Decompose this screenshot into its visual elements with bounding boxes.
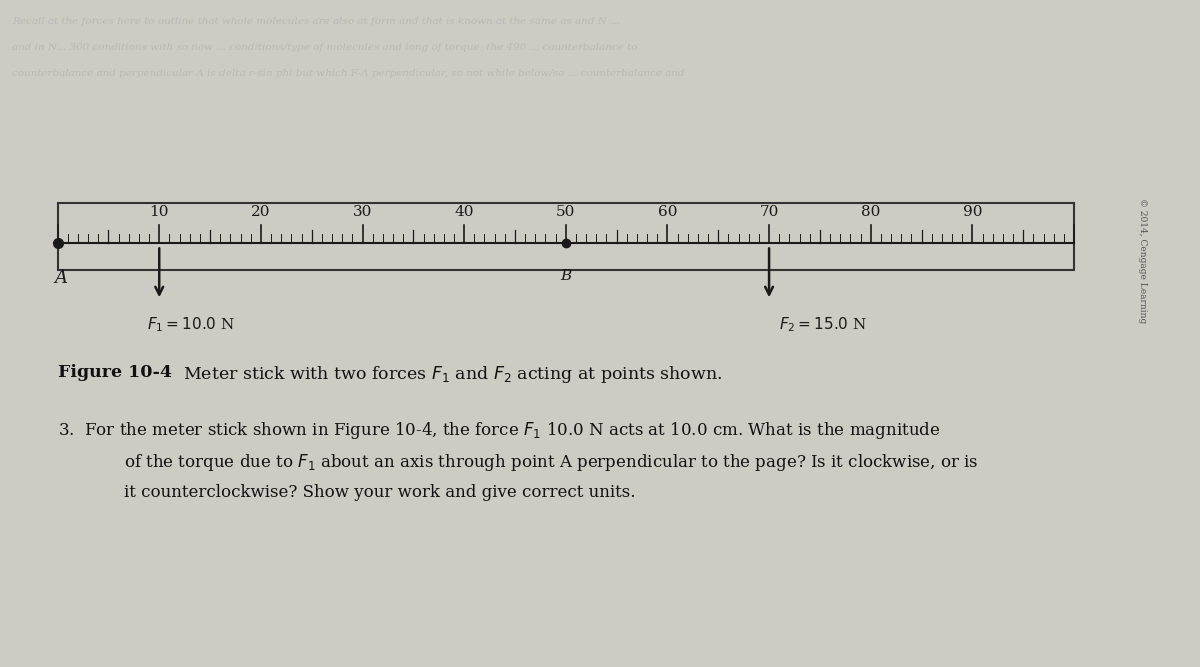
Text: Meter stick with two forces $F_1$ and $F_2$ acting at points shown.: Meter stick with two forces $F_1$ and $F… [172,364,722,384]
Bar [58,203,1074,270]
Text: © 2014, Cengage Learning: © 2014, Cengage Learning [1138,197,1147,323]
Text: $F_2 = 15.0$ N: $F_2 = 15.0$ N [779,315,866,334]
Text: Recall at the forces here to outline that whole molecules are also at form and t: Recall at the forces here to outline tha… [12,17,619,25]
Text: 20: 20 [251,205,271,219]
Text: 90: 90 [962,205,982,219]
Text: 70: 70 [760,205,779,219]
Text: 30: 30 [353,205,372,219]
Text: counterbalance and perpendicular A is delta r-sin phi but which F-A perpendicula: counterbalance and perpendicular A is de… [12,69,684,77]
Text: 10: 10 [150,205,169,219]
Text: $F_1 = 10.0$ N: $F_1 = 10.0$ N [148,315,235,334]
Text: Figure 10-4: Figure 10-4 [58,364,172,380]
Text: B: B [560,269,571,283]
Text: of the torque due to $F_1$ about an axis through point A perpendicular to the pa: of the torque due to $F_1$ about an axis… [124,452,978,473]
Text: 40: 40 [455,205,474,219]
Text: it counterclockwise? Show your work and give correct units.: it counterclockwise? Show your work and … [124,484,635,501]
Text: 60: 60 [658,205,677,219]
Text: and in N... 300 conditions with so now ... conditions/type of molecules and long: and in N... 300 conditions with so now .… [12,43,637,52]
Text: A: A [54,269,67,287]
Text: 50: 50 [556,205,576,219]
Text: 3.  For the meter stick shown in Figure 10-4, the force $F_1$ 10.0 N acts at 10.: 3. For the meter stick shown in Figure 1… [58,420,940,441]
Text: 80: 80 [862,205,881,219]
